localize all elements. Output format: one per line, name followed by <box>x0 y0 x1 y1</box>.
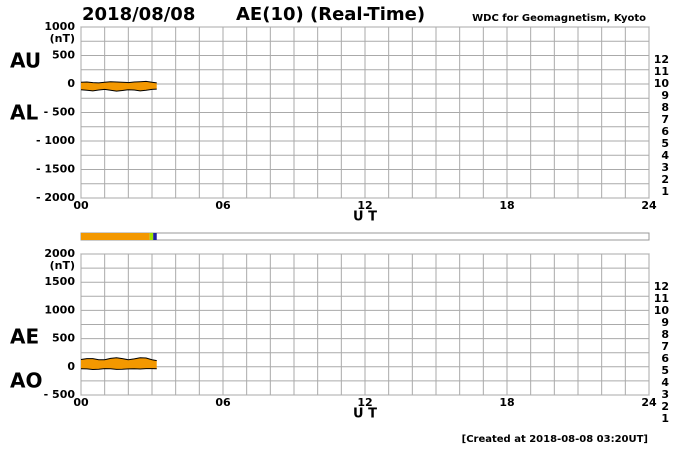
legend-label: 1 <box>661 185 669 198</box>
x-tick-label: 06 <box>215 199 231 212</box>
y-tick-label: 1000 <box>44 20 75 33</box>
y-tick-label: - 500 <box>44 106 76 119</box>
x-axis-label: U T <box>353 210 377 225</box>
x-axis-label: U T <box>353 407 377 422</box>
legend-label: 8 <box>661 328 669 341</box>
y-tick-label: - 2000 <box>36 191 75 204</box>
legend-label: 6 <box>661 352 669 365</box>
y-tick-label: - 1000 <box>36 134 75 147</box>
series-line <box>80 357 157 362</box>
station-segment <box>149 233 154 240</box>
y-tick-label: 500 <box>52 49 75 62</box>
legend-label: 12 <box>654 280 669 293</box>
legend-label: 9 <box>661 89 669 102</box>
lower-label: AL <box>10 101 38 125</box>
legend-label: 2 <box>661 173 669 186</box>
legend-label: 3 <box>661 388 669 401</box>
x-tick-label: 12 <box>357 199 372 212</box>
y-tick-label: 0 <box>67 360 75 373</box>
y-tick-label: 0 <box>67 77 75 90</box>
station-bar-frame <box>80 232 650 241</box>
legend-label: 12 <box>654 53 669 66</box>
footer: [Created at 2018-08-08 03:20UT] <box>462 434 648 445</box>
legend-label: 4 <box>661 376 669 389</box>
lower-label: AO <box>10 369 42 393</box>
x-tick-label: 00 <box>73 199 89 212</box>
legend-label: 2 <box>661 400 669 413</box>
y-unit: (nT) <box>50 259 75 272</box>
legend-label: 5 <box>661 137 669 150</box>
legend-label: 9 <box>661 316 669 329</box>
x-tick-label: 18 <box>499 199 514 212</box>
legend-label: 6 <box>661 125 669 138</box>
y-unit: (nT) <box>50 32 75 45</box>
legend-label: 11 <box>654 292 669 305</box>
series-line <box>80 88 157 92</box>
legend-label: 10 <box>654 77 670 90</box>
range-fill <box>81 357 157 370</box>
y-tick-label: - 1500 <box>36 163 75 176</box>
legend-label: 11 <box>654 65 669 78</box>
upper-label: AE <box>10 325 39 349</box>
x-tick-label: 06 <box>215 396 231 409</box>
legend-label: 8 <box>661 101 669 114</box>
upper-label: AU <box>10 49 41 73</box>
y-tick-label: 2000 <box>44 247 75 260</box>
x-tick-label: 18 <box>499 396 514 409</box>
station-segment <box>153 233 157 240</box>
station-segment <box>81 233 150 240</box>
date: 2018/08/08 <box>82 4 195 25</box>
legend-label: 7 <box>661 113 669 126</box>
source: WDC for Geomagnetism, Kyoto <box>472 13 646 24</box>
y-tick-label: 1500 <box>44 275 75 288</box>
x-tick-label: 12 <box>357 396 372 409</box>
x-tick-label: 24 <box>641 199 657 212</box>
y-tick-label: 1000 <box>44 303 75 316</box>
legend-label: 4 <box>661 149 669 162</box>
legend-label: 10 <box>654 304 670 317</box>
series-line <box>80 368 157 370</box>
range-fill <box>81 81 157 92</box>
y-tick-label: - 500 <box>44 388 76 401</box>
x-tick-label: 00 <box>73 396 89 409</box>
legend-label: 1 <box>661 412 669 425</box>
legend-label: 3 <box>661 161 669 174</box>
series-line <box>80 80 157 84</box>
y-tick-label: 500 <box>52 332 75 345</box>
title: AE(10) (Real-Time) <box>236 4 425 25</box>
x-tick-label: 24 <box>641 396 657 409</box>
legend-label: 7 <box>661 340 669 353</box>
legend-label: 5 <box>661 364 669 377</box>
